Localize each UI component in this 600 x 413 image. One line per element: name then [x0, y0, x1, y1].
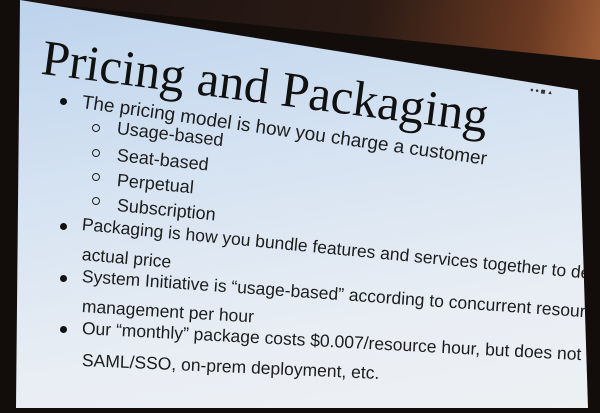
- bullet-icon: [60, 98, 67, 105]
- bullet-icon: [60, 275, 67, 282]
- bullet-text: SAML/SSO, on-prem deployment, etc.: [81, 350, 380, 383]
- sub-bullet-icon: [92, 149, 100, 157]
- sub-bullet-icon: [92, 173, 100, 181]
- sub-bullet-icon: [92, 197, 100, 205]
- sub-bullet-text: Perpetual: [116, 170, 195, 198]
- bullet-icon: [60, 326, 67, 333]
- sub-bullet-icon: [92, 124, 100, 132]
- slide-controls-icon: ● ● ◼ ▲: [529, 87, 554, 97]
- bullet-icon: [60, 223, 67, 230]
